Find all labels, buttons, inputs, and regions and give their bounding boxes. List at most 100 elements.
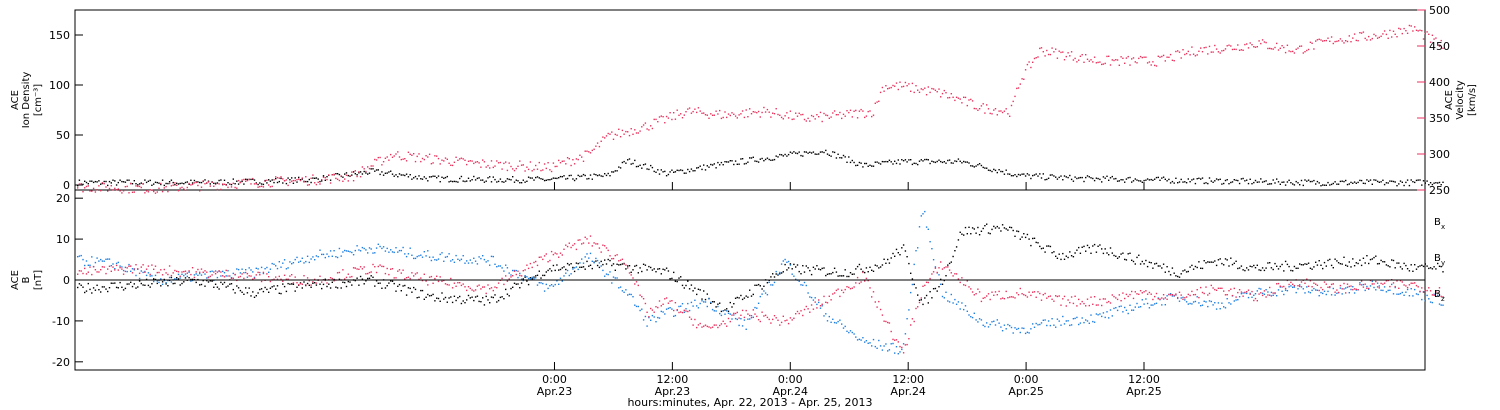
velocity-series-point [819,111,822,114]
bx-series-point [103,286,105,288]
ion-density-series-point [214,182,217,185]
velocity-series-point [105,186,107,188]
bz-series-point [174,269,176,272]
velocity-series-point [823,112,825,115]
velocity-series-point [849,109,852,111]
by-series-point [439,253,441,256]
bx-series-point [1332,267,1334,269]
ion-density-series-point [980,164,983,167]
by-series-point [1249,292,1251,295]
by-series-point [1210,300,1212,303]
by-series-point [170,281,173,283]
bx-series-point [1104,248,1106,250]
bz-series-point [963,284,965,286]
velocity-series-point [931,87,933,90]
ion-density-series-point [476,177,479,180]
by-series-point [237,268,240,271]
velocity-series-point [1178,51,1181,53]
by-series-point [211,270,213,272]
by-series-point [1127,312,1129,315]
ion-density-series-point [543,179,546,182]
by-series-point [266,266,268,269]
by-series-point [1078,323,1080,326]
ion-density-series-point [466,180,468,182]
bz-series-point [425,280,427,282]
ion-density-series-point [183,183,185,185]
velocity-series-point [591,149,593,152]
ion-density-series-point [800,154,802,157]
bz-series-point [285,278,288,280]
bx-series-point [482,297,484,299]
ion-density-series-point [384,172,387,174]
bz-series-point [117,269,119,271]
bx-series-point [791,268,793,270]
bz-series-point [570,246,572,249]
velocity-series-point [121,192,123,194]
ion-density-series-point [342,176,344,178]
bz-series-point [1124,297,1126,300]
bz-series-point [630,274,632,276]
velocity-series-point [1150,64,1152,66]
by-series-point [505,264,507,266]
bx-series-point [347,280,349,283]
bz-series-point [826,302,829,304]
ion-density-series-point [455,180,457,183]
bz-series-point [98,271,100,273]
by-series-point [849,330,852,332]
bz-series-point [604,245,606,247]
bz-series-point [158,271,160,274]
bz-series-point [756,315,758,318]
ion-density-series-point [1238,182,1241,185]
bz-series-point [1329,286,1331,288]
ion-density-series-point [351,174,353,176]
bx-series-point [1302,264,1304,266]
bz-series-point [294,276,296,278]
by-series-point [770,284,772,286]
velocity-series-point [1187,50,1189,53]
ion-density-series-point [1101,181,1103,183]
ion-density-series-point [413,177,415,179]
velocity-series-point [1012,100,1014,103]
velocity-series-point [1428,33,1430,35]
ion-density-series-point [1184,181,1186,183]
bz-series-point [464,286,466,288]
ion-density-series-point [853,161,855,164]
velocity-series-point [138,185,141,188]
velocity-series-point [503,162,505,165]
velocity-series-point [1405,30,1407,32]
by-series-point [708,298,710,300]
velocity-series-point [798,112,800,114]
bz-series-point [1212,287,1214,289]
velocity-series-point [1030,66,1032,69]
bx-series-point [772,273,774,275]
bz-series-point [216,271,219,273]
bx-series-point [1021,236,1023,238]
bz-series-point [1366,287,1368,289]
ion-density-series-point [193,179,196,182]
bz-series-point [878,300,880,303]
bz-series-point [1337,291,1340,294]
by-series-point [1053,324,1055,326]
velocity-series-point [100,190,102,192]
ion-density-series-point [1346,183,1349,186]
ion-density-series-point [1382,179,1384,181]
bz-series-point [459,282,461,284]
bz-series-point [241,273,243,275]
bz-series-point [665,297,668,299]
by-series-point [147,272,150,274]
bz-series-point [1292,283,1294,285]
velocity-series-point [648,129,650,131]
velocity-series-point [881,86,884,89]
by-series-point [1039,323,1041,326]
by-series-point [651,314,654,317]
velocity-series-point [986,104,988,106]
velocity-series-point [904,81,907,84]
bx-series-point [1203,260,1205,262]
by-series-point [980,319,983,321]
by-series-point [1111,315,1113,317]
bx-series-point [292,283,295,285]
by-series-point [188,271,190,273]
velocity-series-point [1122,57,1124,59]
by-series-point [1141,299,1143,301]
ion-density-series-point [975,165,977,167]
